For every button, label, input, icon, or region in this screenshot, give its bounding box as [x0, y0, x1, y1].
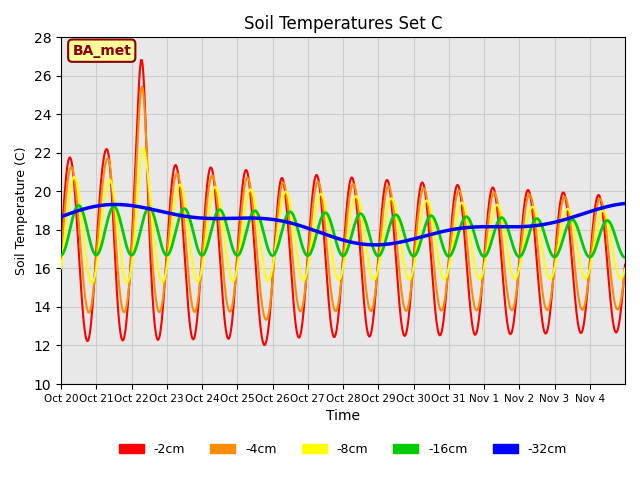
Legend: -2cm, -4cm, -8cm, -16cm, -32cm: -2cm, -4cm, -8cm, -16cm, -32cm — [114, 438, 572, 461]
Text: BA_met: BA_met — [72, 44, 131, 58]
Y-axis label: Soil Temperature (C): Soil Temperature (C) — [15, 146, 28, 275]
Title: Soil Temperatures Set C: Soil Temperatures Set C — [244, 15, 442, 33]
X-axis label: Time: Time — [326, 409, 360, 423]
